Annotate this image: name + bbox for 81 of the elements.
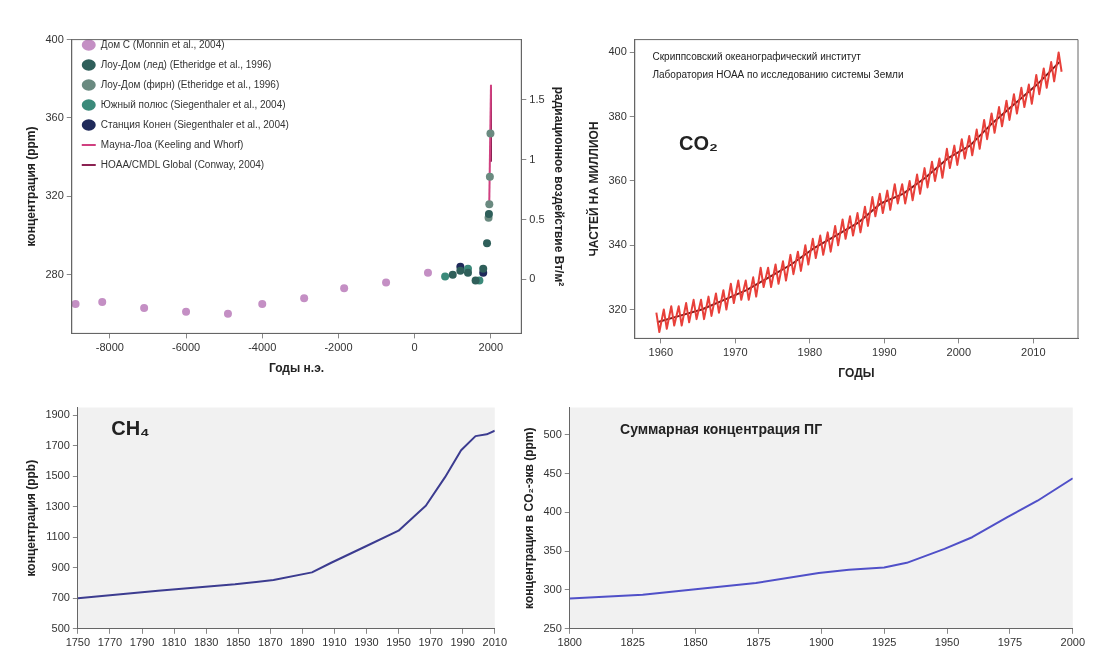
y-tick-label: 500 — [51, 621, 70, 634]
legend-label: Станция Конен (Siegenthaler et al., 2004) — [100, 118, 289, 130]
x-axis-title: Годы н.э. — [268, 361, 325, 376]
x-tick-label: 1875 — [746, 636, 771, 649]
annotation: CH₄ — [111, 417, 150, 440]
legend-label: Дом С (Monnin et al., 2004) — [100, 38, 225, 50]
y-tick-label: 700 — [51, 591, 70, 604]
y-tick-label: 400 — [608, 45, 627, 58]
x-tick-label: 1970 — [418, 636, 443, 649]
y-tick-label: 320 — [608, 302, 627, 315]
x-tick-label: 1900 — [809, 636, 834, 649]
x-tick-label: 1825 — [620, 636, 645, 649]
y-tick-label: 1900 — [45, 408, 70, 421]
x-tick-label: -8000 — [95, 341, 124, 354]
x-tick-label: 1990 — [872, 346, 897, 359]
x-tick-label: 1800 — [557, 636, 582, 649]
y-tick-label: 320 — [45, 189, 64, 202]
y-tick-label: 250 — [543, 621, 562, 634]
x-tick-label: 0 — [411, 341, 418, 354]
x-tick-label: 1910 — [322, 636, 347, 649]
x-tick-label: 2000 — [1060, 636, 1086, 649]
legend-label: Мауна-Лоа (Keeling and Whorf) — [100, 138, 244, 150]
annotation: Скриппсовский океанографический институт — [652, 51, 862, 63]
annotation: Суммарная концентрация ПГ — [620, 420, 823, 437]
annotation: CO₂ — [679, 131, 718, 154]
y2-tick-label: 0 — [529, 272, 536, 285]
x-tick-label: 2010 — [1021, 346, 1046, 359]
legend-label: HOAA/CMDL Global (Conway, 2004) — [100, 158, 265, 170]
x-tick-label: 1850 — [225, 636, 251, 649]
y-tick-label: 300 — [543, 583, 562, 596]
legend-label: Южный полюс (Siegenthaler et al., 2004) — [100, 98, 286, 110]
y-tick-label: 400 — [45, 32, 64, 45]
x-tick-label: 1990 — [450, 636, 475, 649]
y-tick-label: 340 — [608, 238, 627, 251]
y-tick-label: 350 — [543, 544, 562, 557]
x-tick-label: -6000 — [171, 341, 201, 354]
x-tick-label: 1770 — [97, 636, 123, 649]
y-tick-label: 900 — [51, 560, 70, 573]
y-tick-label: 360 — [45, 110, 64, 123]
x-tick-label: 1870 — [258, 636, 283, 649]
x-tick-label: 1925 — [871, 636, 897, 649]
y2-axis-title: радиационное воздействие Вт/м² — [552, 86, 567, 287]
x-tick-label: 1790 — [129, 636, 155, 649]
y-tick-label: 500 — [543, 427, 562, 440]
y-axis-title: концентрация (ppb) — [23, 459, 38, 577]
annotation: Лаборатория НОАА по исследованию системы Земли — [652, 69, 904, 81]
y-tick-label: 400 — [543, 505, 562, 518]
x-tick-label: 1950 — [386, 636, 411, 649]
x-tick-label: 1975 — [997, 636, 1023, 649]
y-tick-label: 1500 — [45, 469, 70, 482]
y2-tick-label: 1 — [529, 152, 536, 165]
y-tick-label: 1700 — [45, 438, 70, 451]
x-tick-label: 1750 — [65, 636, 91, 649]
x-tick-label: 2000 — [946, 346, 972, 359]
y-tick-label: 280 — [45, 267, 64, 280]
y2-tick-label: 0.5 — [529, 212, 545, 225]
x-tick-label: 2010 — [482, 636, 508, 649]
y-axis-title: ЧАСТЕЙ НА МИЛЛИОН — [585, 121, 601, 257]
y2-tick-label: 1.5 — [529, 92, 545, 105]
x-tick-label: 1830 — [193, 636, 219, 649]
y-tick-label: 1100 — [46, 530, 70, 543]
x-tick-label: 2000 — [478, 341, 504, 354]
x-tick-label: -2000 — [324, 341, 353, 354]
x-axis-title: ГОДЫ — [838, 366, 875, 381]
x-tick-label: 1950 — [934, 636, 960, 649]
x-tick-label: 1970 — [723, 346, 748, 359]
legend-label: Лоу-Дом (фирн) (Etheridge et al., 1996) — [100, 78, 280, 90]
x-tick-label: 1930 — [354, 636, 379, 649]
y-axis-title: концентрация (ppm) — [23, 126, 38, 247]
y-tick-label: 360 — [608, 174, 627, 186]
x-tick-label: 1890 — [290, 636, 315, 649]
x-tick-label: -4000 — [248, 341, 277, 354]
x-tick-label: 1980 — [797, 346, 823, 359]
x-tick-label: 1850 — [683, 636, 708, 649]
x-tick-label: 1810 — [161, 636, 187, 649]
y-tick-label: 380 — [608, 109, 627, 122]
legend-label: Лоу-Дом (лед) (Etheridge et al., 1996) — [100, 58, 272, 70]
y-axis-title: концентрация в CO₂-экв (ppm) — [521, 427, 536, 609]
y-tick-label: 450 — [543, 466, 562, 479]
x-tick-label: 1960 — [648, 346, 674, 359]
y-tick-label: 1300 — [45, 499, 70, 512]
